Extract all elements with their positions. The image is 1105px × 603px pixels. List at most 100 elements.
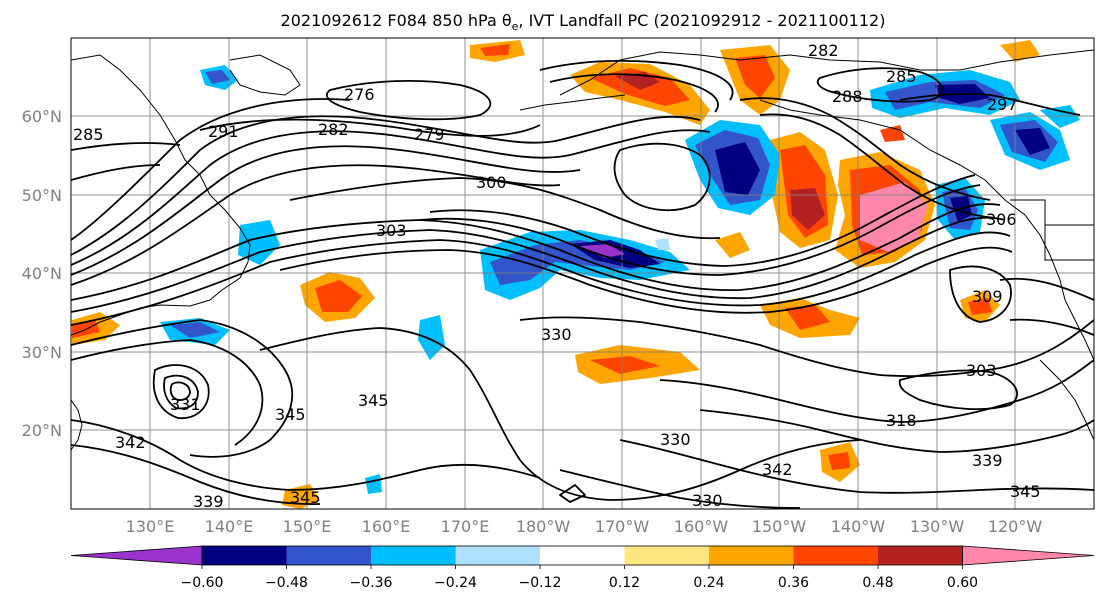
contour-line [949,265,1012,323]
contour-label: 285 [73,125,104,144]
contour-label: 330 [541,325,572,344]
positive-shading [790,188,825,230]
figure-title: 2021092612 F084 850 hPa θe, IVT Landfall… [281,11,886,33]
positive-shading [735,55,775,98]
colorbar-tick-label: 0.48 [862,575,893,591]
contour-label: 306 [986,210,1017,229]
lat-label: 50°N [22,186,62,205]
colorbar-segment [624,546,709,565]
contour-line [1009,318,1094,336]
positive-shading [1000,40,1040,62]
lat-label: 40°N [22,264,62,283]
contour-label: 345 [358,391,389,410]
contour-line [71,129,711,266]
colorbar-segment [286,546,371,565]
colorbar-tick-label: −0.48 [265,575,308,591]
lon-label: 130°W [910,517,965,536]
contour-line [559,469,801,509]
contour-label: 330 [692,491,723,510]
colorbar-segment [878,546,963,565]
contour-line [429,174,976,267]
lon-label: 160°W [674,517,729,536]
colorbar-tick-label: 0.24 [693,575,724,591]
contour-label: 342 [762,460,793,479]
contour-line [71,231,1011,326]
contour-line [163,374,199,410]
negative-shading [655,238,670,250]
coastline-kamchatka [229,54,301,96]
lon-label: 170°E [441,517,490,536]
lon-label: 140°W [831,517,886,536]
longitude-labels: 130°E 140°E 150°E 160°E 170°E 180°W 170°… [126,517,1043,536]
coastline-aleutians [519,94,626,111]
colorbar-segment [540,546,625,565]
contour-label: 345 [1010,482,1041,501]
lon-label: 170°W [595,517,650,536]
contour-lines [71,59,1094,509]
coastline-mexico [1039,359,1094,441]
negative-shading [580,244,625,258]
colorbar-tick-label: −0.36 [350,575,393,591]
lon-label: 150°E [283,517,332,536]
contour-line [71,98,351,241]
colorbar-ticks [201,565,963,569]
contour-line [898,369,1018,411]
contour-label: 279 [414,125,445,144]
contour-line [699,409,1094,453]
colorbar-segment [793,546,878,565]
contour-line [71,216,1006,313]
colorbar-frame [201,545,963,566]
contour-line [71,145,581,276]
positive-shading [860,182,928,252]
latitude-labels: 60°N 50°N 40°N 30°N 20°N [22,107,62,440]
contour-line [71,115,701,256]
contour-line [549,73,719,113]
map-frame [70,37,1095,510]
contour-label: 345 [290,488,321,507]
lon-label: 160°E [362,517,411,536]
contour-label: 303 [966,361,997,380]
contour-label: 291 [208,122,239,141]
contour-line [816,67,944,103]
contour-label: 276 [344,85,375,104]
map-panel: 276 282 282 285 288 279 291 300 303 297 … [71,38,1094,511]
positive-shading [480,44,510,56]
negative-shading [170,322,220,338]
positive-shading [315,280,362,312]
colorbar-tick-label: −0.12 [519,575,562,591]
colorbar-segment [709,546,794,565]
lon-label: 120°W [988,517,1043,536]
colorbar-segment [455,546,540,565]
contour-labels: 276 282 282 285 288 279 291 300 303 297 … [73,41,1041,511]
contour-line [613,142,711,212]
negative-shading [418,315,445,360]
contour-line [326,79,492,121]
contour-line [759,113,996,219]
contour-line [279,246,1013,314]
positive-shading [590,356,660,374]
contour-line [71,164,161,181]
contour-line [539,59,734,101]
contour-line [169,381,191,401]
contour-line [559,484,586,503]
contour-line [71,203,1001,301]
contour-line [71,339,264,446]
positive-shading [968,298,992,315]
lat-label: 30°N [22,343,62,362]
contour-line [71,319,294,458]
contour-label: 309 [972,287,1003,306]
coastline-bc [759,99,1094,361]
coastline-philippines [71,399,83,451]
contour-line [71,142,181,151]
lon-label: 130°E [126,517,175,536]
lon-label: 150°W [752,517,807,536]
contour-line [659,359,1094,423]
contour-label: 282 [318,120,349,139]
contour-label: 318 [886,411,917,430]
colorbar-extend-min [70,545,203,566]
lat-label: 60°N [22,107,62,126]
contour-label: 339 [193,492,224,511]
border-us-canada [1010,199,1094,226]
contour-line [152,364,210,419]
